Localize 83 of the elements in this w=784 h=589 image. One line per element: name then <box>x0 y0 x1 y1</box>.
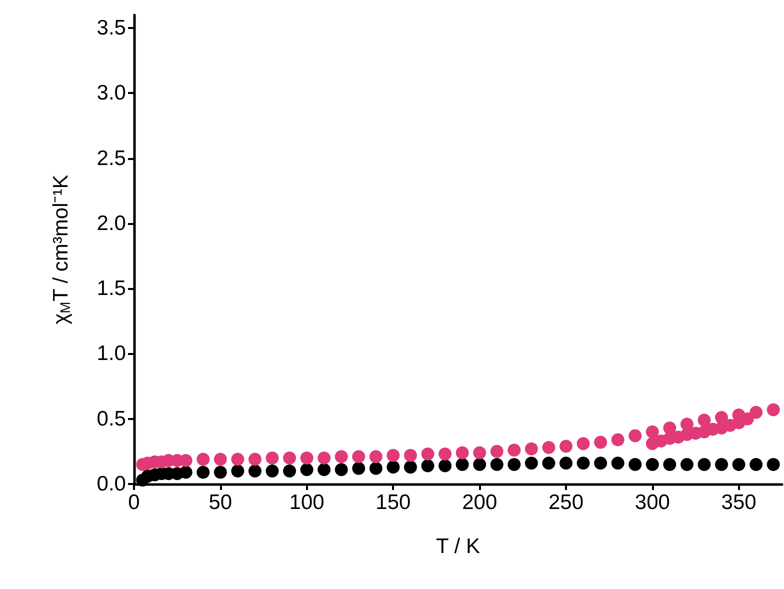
y-tick-label: 0.0 <box>96 472 126 496</box>
y-tick-label: 1.0 <box>96 342 126 366</box>
x-tick-label: 300 <box>634 491 670 514</box>
point <box>404 448 417 462</box>
x-tick-label: 350 <box>721 491 756 514</box>
point <box>628 429 642 442</box>
point <box>318 451 331 464</box>
point <box>266 464 279 478</box>
point <box>196 466 210 479</box>
point <box>266 451 279 464</box>
point <box>715 458 728 471</box>
point <box>766 458 780 471</box>
y-tick-label: 3.0 <box>96 82 126 105</box>
point <box>283 464 296 478</box>
point <box>456 446 469 460</box>
point <box>421 459 434 472</box>
point <box>750 406 763 419</box>
point <box>524 456 538 470</box>
point <box>438 448 452 461</box>
point <box>611 433 624 446</box>
point <box>196 452 210 466</box>
point <box>283 451 296 464</box>
point <box>214 466 227 479</box>
point <box>594 456 608 470</box>
point <box>490 458 504 471</box>
point <box>300 451 314 464</box>
point <box>369 450 382 464</box>
point <box>352 462 366 475</box>
point <box>231 452 244 466</box>
point <box>560 456 572 470</box>
x-tick-label: 100 <box>289 491 324 514</box>
point <box>628 458 642 471</box>
y-tick-label: 2.0 <box>96 212 126 235</box>
point <box>594 436 608 449</box>
point <box>386 448 400 462</box>
point <box>300 463 314 476</box>
point <box>334 450 348 464</box>
y-tick-label: 2.5 <box>96 146 126 170</box>
point <box>698 414 711 427</box>
point <box>386 460 400 474</box>
x-tick-label: 250 <box>548 491 584 514</box>
y-tick-label: 3.5 <box>96 16 126 40</box>
point <box>646 458 659 471</box>
y-tick-label: 0.5 <box>96 407 126 430</box>
point <box>508 444 521 457</box>
point <box>542 441 556 454</box>
point <box>438 459 452 472</box>
point <box>663 458 676 471</box>
point <box>421 448 434 461</box>
point <box>473 458 486 471</box>
x-tick-label: 150 <box>376 491 411 514</box>
point <box>334 463 348 476</box>
point <box>179 466 192 479</box>
point <box>248 452 262 466</box>
x-tick-label: 0 <box>128 491 140 514</box>
point <box>524 442 538 456</box>
point <box>542 456 556 470</box>
point <box>680 458 694 471</box>
point <box>473 446 486 460</box>
x-tick-label: 200 <box>462 491 498 514</box>
y-axis-title: χMT / cm³mol⁻¹K <box>50 174 73 324</box>
x-axis-title: T / K <box>436 535 480 558</box>
point <box>404 460 417 474</box>
point <box>576 456 590 470</box>
point <box>750 458 763 471</box>
point <box>508 458 521 471</box>
point <box>560 440 572 453</box>
point <box>456 458 469 471</box>
point <box>576 437 590 450</box>
point <box>490 444 504 458</box>
point <box>369 462 382 475</box>
point <box>698 458 711 471</box>
point <box>214 452 227 466</box>
x-tick-label: 50 <box>208 491 232 514</box>
point <box>231 464 244 478</box>
point <box>732 458 746 471</box>
point <box>318 463 331 476</box>
y-tick-label: 1.5 <box>96 277 126 300</box>
point <box>248 464 262 478</box>
point <box>766 403 780 416</box>
point <box>352 450 366 464</box>
point <box>611 456 624 470</box>
point <box>646 425 659 438</box>
